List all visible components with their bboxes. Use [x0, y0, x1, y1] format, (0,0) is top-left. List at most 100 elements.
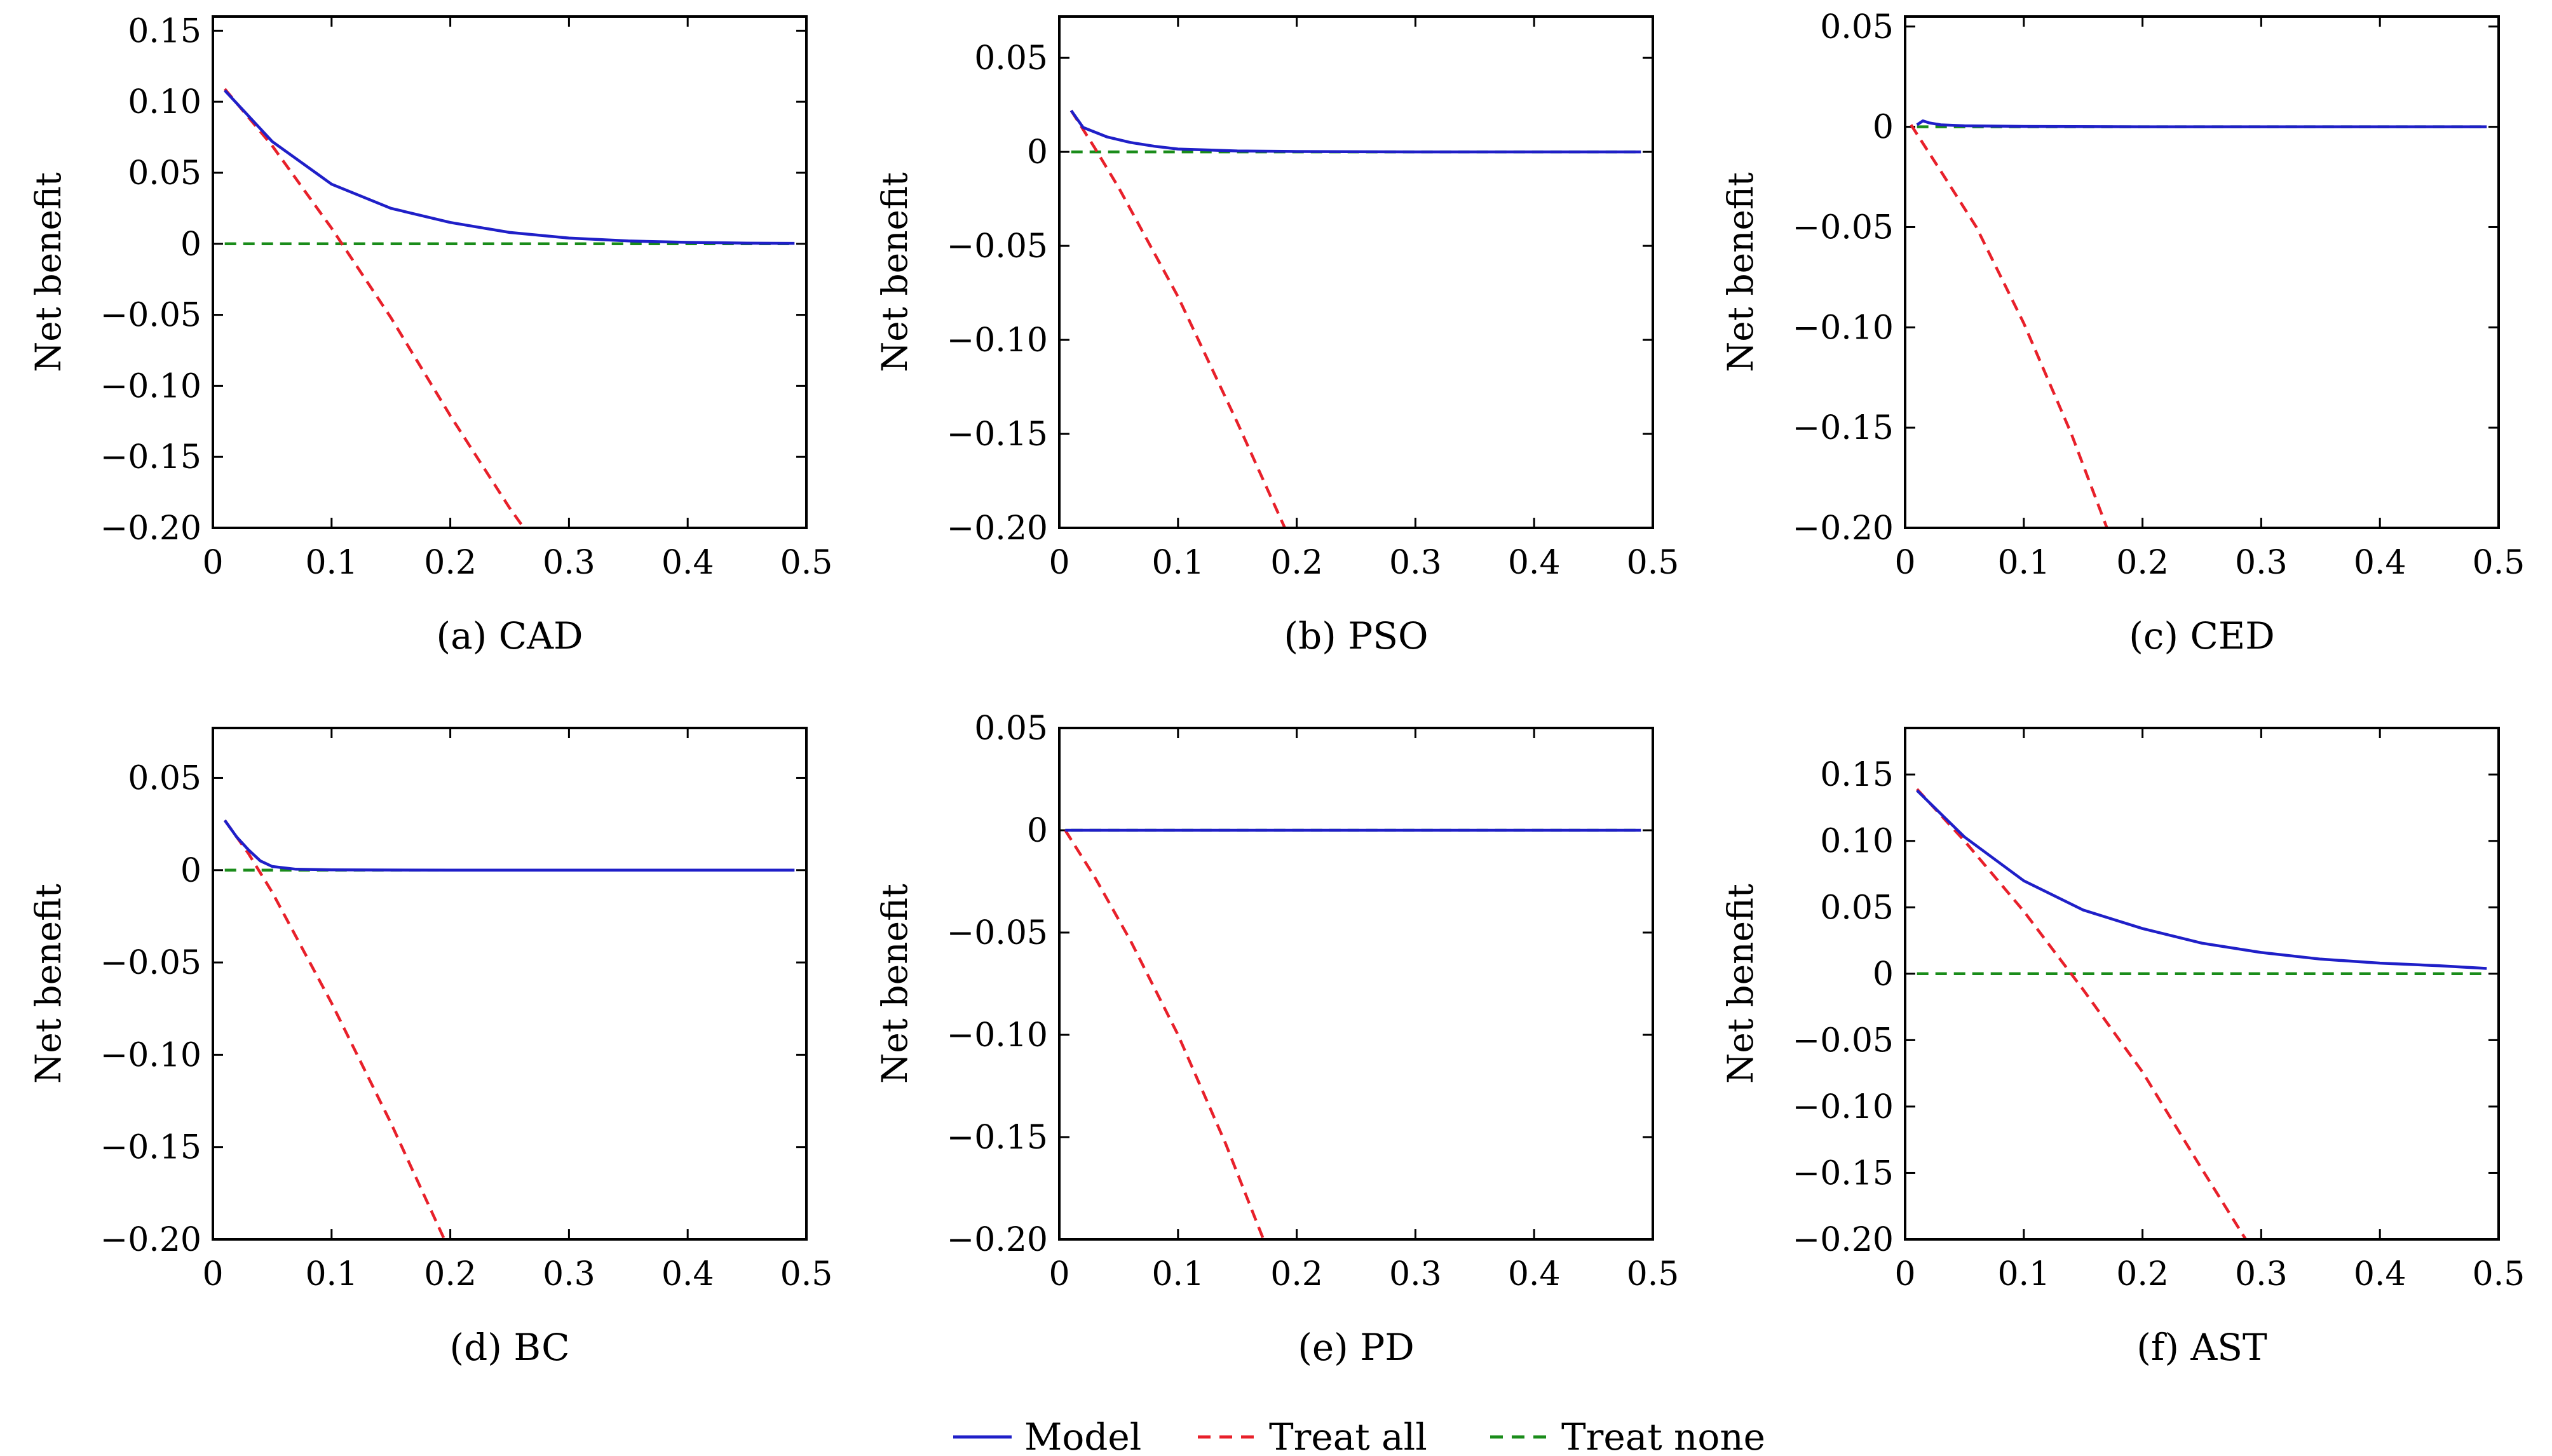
x-tick-label: 0.3 — [2235, 1255, 2288, 1293]
y-tick-label: −0.15 — [100, 438, 201, 476]
x-tick-label: 0 — [1049, 544, 1069, 582]
subplot-3: 0 0.1 0.2 0.3 0.4 0.5 0.05 0 −0.05 −0.10 −0.15 −0.2… — [1720, 8, 2525, 657]
y-tick-label: −0.15 — [1793, 1154, 1894, 1192]
y-tick-label: 0 — [1873, 109, 1894, 147]
y-tick-label: −0.20 — [100, 509, 201, 548]
y-tick-label: 0.10 — [128, 83, 201, 121]
x-tick-label: 0 — [1894, 1255, 1915, 1293]
subplot-caption: (d) BC — [450, 1326, 570, 1369]
plot-frame — [212, 15, 808, 529]
y-tick-label: 0.15 — [128, 12, 201, 50]
x-tick-label: 0.1 — [1997, 1255, 2050, 1293]
y-tick-label: −0.20 — [100, 1221, 201, 1259]
y-tick-label: 0.05 — [128, 154, 201, 192]
x-tick-label: 0.4 — [2354, 1255, 2406, 1293]
y-tick-label: −0.20 — [1793, 509, 1894, 548]
series-line-treat-all — [1064, 829, 1265, 1239]
x-tick-label: 0.2 — [2116, 1255, 2169, 1293]
subplot-caption: (e) PD — [1298, 1326, 1415, 1369]
plot-frame — [212, 727, 808, 1241]
series-line-model — [1069, 109, 1641, 154]
subplot-caption: (c) CED — [2129, 614, 2274, 657]
x-tick-label: 0.4 — [1508, 544, 1561, 582]
x-tick-label: 0.5 — [780, 1255, 833, 1293]
y-tick-label: −0.15 — [1793, 409, 1894, 447]
x-tick-label: 0.3 — [543, 1255, 595, 1293]
subplot-6: 0 0.1 0.2 0.3 0.4 0.5 0.15 0.10 0.05 0 −0.05 −0.10 −… — [1720, 727, 2525, 1369]
series-line-treat-all — [223, 819, 446, 1239]
x-tick-label: 0.1 — [305, 544, 358, 582]
plot-frame — [1058, 727, 1654, 1241]
x-tick-label: 0.1 — [1151, 544, 1204, 582]
y-tick-label: 0.15 — [1820, 756, 1894, 794]
plot-frame — [1904, 727, 2500, 1241]
subplot-5: 0 0.1 0.2 0.3 0.4 0.5 0.05 0 −0.05 −0.10 −0.15 −0.2… — [874, 710, 1679, 1369]
y-tick-label: 0.05 — [974, 710, 1048, 748]
legend-label: Model — [1024, 1415, 1141, 1456]
y-tick-label: −0.20 — [947, 509, 1048, 548]
x-tick-label: 0.2 — [1270, 544, 1323, 582]
series-line-treat-all — [223, 88, 526, 528]
y-tick-label: 0.10 — [1820, 823, 1894, 861]
plot-frame — [1058, 15, 1654, 529]
y-axis-label: Net benefit — [1720, 884, 1761, 1084]
series-line-model — [1916, 119, 2487, 128]
y-tick-label: −0.10 — [100, 1036, 201, 1074]
series-line-model — [224, 89, 795, 245]
y-axis-label: Net benefit — [874, 172, 915, 372]
y-axis-label: Net benefit — [28, 172, 69, 372]
y-tick-label: 0.05 — [1820, 889, 1894, 927]
x-tick-label: 0 — [202, 544, 223, 582]
series-line-model — [1916, 789, 2487, 970]
plot-frame — [1904, 15, 2500, 529]
y-tick-label: 0.05 — [128, 759, 201, 797]
subplot-caption: (f) AST — [2136, 1326, 2267, 1369]
x-tick-label: 0.1 — [305, 1255, 358, 1293]
x-tick-label: 0.5 — [1627, 544, 1680, 582]
y-tick-label: −0.10 — [947, 1016, 1048, 1055]
x-tick-label: 0.1 — [1997, 544, 2050, 582]
y-tick-label: −0.15 — [100, 1129, 201, 1167]
series-line-treat-all — [1910, 124, 2108, 528]
x-tick-label: 0.2 — [2116, 544, 2169, 582]
y-tick-label: 0 — [180, 226, 201, 264]
x-tick-label: 0.5 — [1627, 1255, 1680, 1293]
y-tick-label: 0.05 — [974, 39, 1048, 78]
y-axis-label: Net benefit — [1720, 172, 1761, 372]
series-line-treat-all — [1069, 109, 1286, 528]
subplot-1: 0 0.1 0.2 0.3 0.4 0.5 0.15 0.10 0.05 0 −0.05 −0.10 −… — [28, 12, 832, 657]
series-line-treat-all — [1916, 788, 2248, 1239]
x-tick-label: 0.5 — [2473, 1255, 2525, 1293]
legend-label: Treat none — [1561, 1415, 1765, 1456]
x-tick-label: 0.3 — [2235, 544, 2288, 582]
y-tick-label: 0 — [1873, 955, 1894, 994]
y-tick-label: −0.10 — [947, 321, 1048, 360]
y-tick-label: 0 — [1027, 812, 1048, 850]
y-tick-label: −0.15 — [947, 415, 1048, 454]
y-tick-label: 0.05 — [1820, 8, 1894, 46]
legend-label: Treat all — [1269, 1415, 1427, 1456]
x-tick-label: 0.2 — [424, 1255, 477, 1293]
y-tick-label: −0.05 — [947, 914, 1048, 952]
x-tick-label: 0.3 — [1389, 1255, 1442, 1293]
y-axis-label: Net benefit — [28, 884, 69, 1084]
y-tick-label: −0.20 — [947, 1221, 1048, 1259]
x-tick-label: 0 — [1049, 1255, 1069, 1293]
y-tick-label: −0.15 — [947, 1119, 1048, 1157]
x-tick-label: 0.2 — [1270, 1255, 1323, 1293]
y-tick-label: −0.10 — [1793, 309, 1894, 347]
x-tick-label: 0.3 — [543, 544, 595, 582]
subplot-caption: (b) PSO — [1284, 614, 1428, 657]
x-tick-label: 0.5 — [780, 544, 833, 582]
y-tick-label: 0 — [180, 852, 201, 890]
y-tick-label: −0.05 — [1793, 1021, 1894, 1060]
x-tick-label: 0 — [202, 1255, 223, 1293]
x-tick-label: 0.5 — [2473, 544, 2525, 582]
subplot-2: 0 0.1 0.2 0.3 0.4 0.5 0.05 0 −0.05 −0.10 −0.15 −0.2… — [874, 15, 1680, 657]
y-tick-label: −0.05 — [947, 227, 1048, 266]
y-tick-label: −0.05 — [100, 297, 201, 335]
subplot-caption: (a) CAD — [436, 614, 583, 657]
legend: Model Treat all Treat none — [953, 1415, 1765, 1456]
subplot-4: 0 0.1 0.2 0.3 0.4 0.5 0.05 0 −0.05 −0.10 −0.15 −0.2… — [28, 727, 833, 1369]
